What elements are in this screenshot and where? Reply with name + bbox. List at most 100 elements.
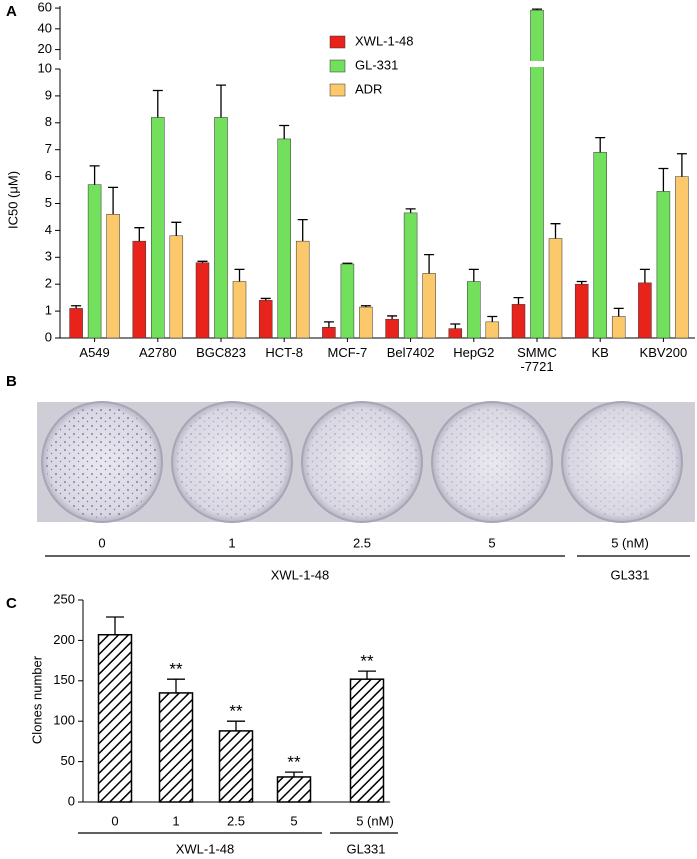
bar [97, 633, 133, 803]
y-tick-label: 200 [53, 632, 75, 647]
error-bar [532, 8, 542, 11]
error-bar [358, 670, 376, 680]
bar [69, 308, 83, 339]
y-tick-label: 6 [45, 168, 52, 183]
y-tick-label: 9 [45, 87, 52, 102]
error-bar [387, 315, 398, 320]
bar [106, 214, 120, 339]
error-bar [405, 208, 416, 213]
error-bar [171, 221, 182, 236]
bar [485, 321, 500, 339]
bar [340, 263, 355, 339]
bar [467, 281, 481, 339]
annotation: ** [287, 753, 301, 772]
legend-swatch [329, 83, 346, 97]
error-bar [216, 84, 226, 118]
legend-label: ADR [355, 81, 382, 96]
error-bar [576, 280, 587, 285]
y-tick-label: 20 [38, 41, 52, 56]
panel-letter: C [6, 595, 17, 612]
x-tick-label: 0 [111, 813, 118, 828]
error-bar [342, 262, 353, 265]
error-bar [227, 720, 245, 731]
error-bar [360, 305, 371, 308]
panel-letter: A [6, 3, 17, 20]
group-label: XWL-1-48 [271, 567, 330, 582]
legend-label: GL-331 [355, 57, 398, 72]
bar [422, 273, 436, 339]
axis-break [59, 61, 694, 67]
y-tick-label: 100 [53, 713, 75, 728]
y-tick-label: 8 [45, 114, 52, 129]
colonies [436, 406, 548, 518]
error-bar [297, 218, 308, 242]
error-bar [108, 186, 119, 215]
bar [258, 300, 273, 339]
bar [277, 138, 291, 339]
colonies [306, 406, 418, 518]
error-bar [167, 678, 185, 693]
bar [448, 328, 463, 339]
x-tick-label: A2780 [139, 345, 177, 360]
x-tick-label: KB [591, 345, 609, 360]
bar [295, 240, 310, 339]
error-bar [550, 223, 561, 239]
bar [158, 692, 194, 803]
error-bar [152, 89, 163, 118]
bar [349, 678, 385, 803]
annotation: ** [360, 652, 374, 671]
bar [232, 281, 247, 339]
bar [195, 262, 210, 339]
y-tick-label: 3 [45, 249, 52, 264]
bar [385, 318, 399, 339]
error-bar [595, 136, 606, 153]
bar [574, 283, 589, 339]
x-tick-label: BGC823 [196, 345, 246, 360]
y-tick-label: 40 [38, 20, 52, 35]
legend-swatch [329, 59, 346, 73]
x-tick-label: KBV200 [639, 345, 688, 360]
y-tick-label: 0 [45, 329, 52, 344]
error-bar [197, 260, 208, 263]
legend-label: XWL-1-48 [355, 33, 414, 48]
annotation: ** [229, 702, 243, 721]
colonies [46, 406, 158, 518]
y-tick-label: 10 [38, 60, 52, 75]
bar [87, 184, 102, 339]
bar [611, 316, 626, 339]
bar [656, 191, 671, 339]
error-bar [279, 124, 290, 139]
error-bar [468, 268, 479, 282]
error-bar [613, 307, 624, 317]
x-tick-label: MCF-7 [327, 345, 368, 360]
error-bar [639, 268, 650, 283]
error-bar [71, 305, 82, 309]
y-tick-label: 250 [53, 591, 75, 606]
dish-label: 2.5 [353, 535, 371, 550]
error-bar [134, 227, 145, 242]
error-bar [260, 297, 271, 301]
colonies [566, 406, 678, 518]
bar [169, 235, 184, 339]
annotation: ** [169, 660, 183, 679]
y-tick-label: 4 [45, 222, 52, 237]
x-tick-label: Bel7402 [386, 345, 435, 360]
x-tick-label: HCT-8 [265, 345, 303, 360]
bar [132, 240, 147, 339]
bar [403, 212, 418, 339]
x-tick-label: 1 [172, 813, 179, 828]
y-axis-label: IC50 (μM) [5, 171, 20, 229]
error-bar [89, 165, 100, 185]
error-bar [513, 297, 524, 305]
y-axis-label: Clones number [29, 655, 44, 744]
bar [214, 117, 228, 339]
error-bar [234, 268, 245, 282]
x-tick-label: 5 (nM) [356, 813, 394, 828]
bar [675, 176, 689, 339]
y-tick-label: 150 [53, 672, 75, 687]
error-bar [487, 315, 498, 322]
error-bar [424, 253, 435, 274]
error-bar [676, 153, 687, 177]
